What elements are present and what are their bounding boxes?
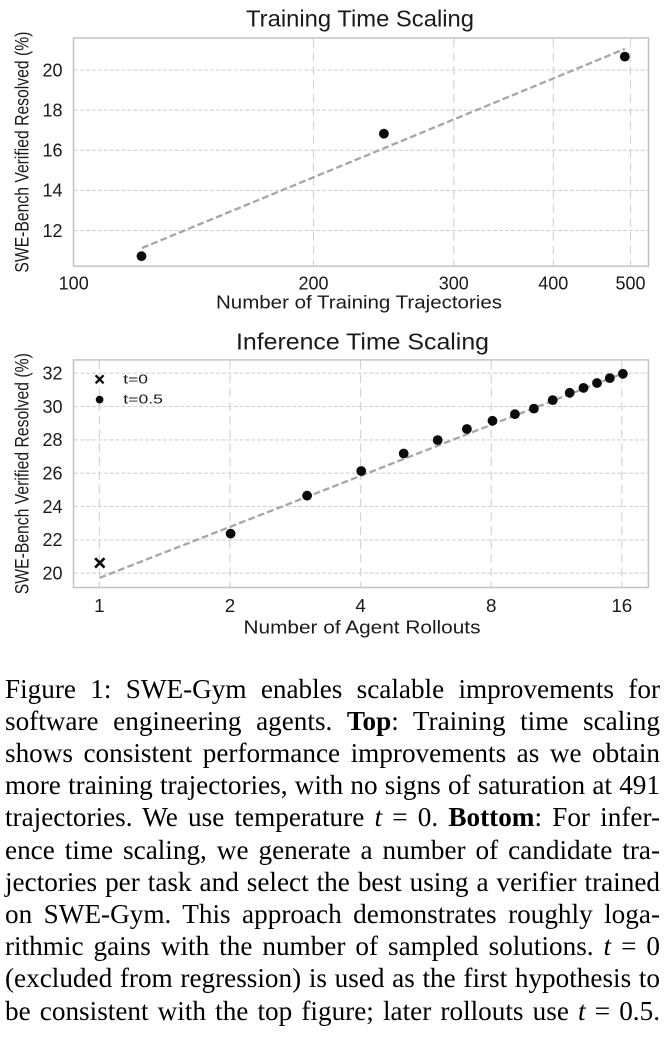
svg-text:Inference Time Scaling: Inference Time Scaling	[236, 328, 489, 354]
svg-text:16: 16	[611, 595, 632, 616]
svg-text:300: 300	[439, 273, 469, 293]
svg-text:20: 20	[42, 564, 62, 584]
svg-text:Number of Agent Rollouts: Number of Agent Rollouts	[244, 616, 481, 637]
svg-text:8: 8	[486, 595, 496, 616]
svg-text:4: 4	[355, 595, 365, 616]
svg-text:12: 12	[42, 221, 62, 241]
svg-text:500: 500	[615, 273, 645, 293]
svg-text:2: 2	[225, 595, 235, 616]
svg-text:t=0.5: t=0.5	[123, 393, 163, 407]
svg-text:Number of Training Trajectorie: Number of Training Trajectories	[216, 291, 502, 312]
svg-text:28: 28	[42, 430, 62, 450]
svg-text:SWE-Bench Verified Resolved (%: SWE-Bench Verified Resolved (%)	[13, 353, 34, 594]
svg-text:Training Time Scaling: Training Time Scaling	[246, 6, 474, 32]
svg-text:26: 26	[42, 464, 62, 484]
svg-text:32: 32	[42, 364, 62, 384]
svg-text:400: 400	[538, 273, 568, 293]
svg-text:14: 14	[42, 181, 62, 201]
svg-text:22: 22	[42, 530, 62, 550]
svg-text:SWE-Bench Verified Resolved (%: SWE-Bench Verified Resolved (%)	[13, 32, 34, 273]
svg-text:16: 16	[42, 141, 62, 161]
svg-text:t=0: t=0	[123, 373, 148, 387]
svg-text:100: 100	[59, 273, 89, 293]
svg-text:20: 20	[42, 60, 62, 80]
svg-text:30: 30	[42, 397, 62, 417]
svg-text:1: 1	[94, 595, 104, 616]
svg-text:24: 24	[42, 497, 62, 517]
svg-text:18: 18	[42, 101, 62, 121]
svg-text:200: 200	[298, 273, 328, 293]
